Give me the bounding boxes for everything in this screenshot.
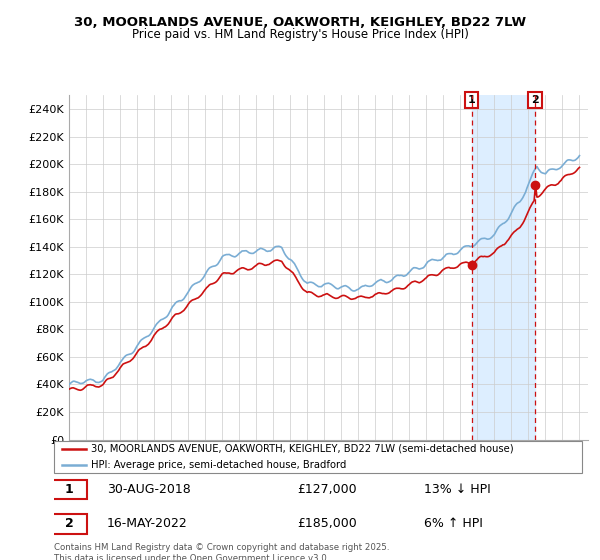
Text: 2: 2 [531,95,539,105]
Text: 13% ↓ HPI: 13% ↓ HPI [424,483,490,496]
Text: 1: 1 [65,483,74,496]
Text: 16-MAY-2022: 16-MAY-2022 [107,517,188,530]
Bar [472,95,535,440]
Text: 1: 1 [468,95,476,105]
Text: 30, MOORLANDS AVENUE, OAKWORTH, KEIGHLEY, BD22 7LW: 30, MOORLANDS AVENUE, OAKWORTH, KEIGHLEY… [74,16,526,29]
FancyBboxPatch shape [52,514,87,534]
FancyBboxPatch shape [52,480,87,500]
Text: £185,000: £185,000 [297,517,356,530]
Text: £127,000: £127,000 [297,483,356,496]
Text: Price paid vs. HM Land Registry's House Price Index (HPI): Price paid vs. HM Land Registry's House … [131,28,469,41]
Text: 6% ↑ HPI: 6% ↑ HPI [424,517,482,530]
Text: 30, MOORLANDS AVENUE, OAKWORTH, KEIGHLEY, BD22 7LW (semi-detached house): 30, MOORLANDS AVENUE, OAKWORTH, KEIGHLEY… [91,444,514,454]
Text: 2: 2 [65,517,74,530]
Text: 30-AUG-2018: 30-AUG-2018 [107,483,191,496]
Text: Contains HM Land Registry data © Crown copyright and database right 2025.
This d: Contains HM Land Registry data © Crown c… [54,543,389,560]
FancyBboxPatch shape [54,441,582,473]
Text: HPI: Average price, semi-detached house, Bradford: HPI: Average price, semi-detached house,… [91,460,346,470]
